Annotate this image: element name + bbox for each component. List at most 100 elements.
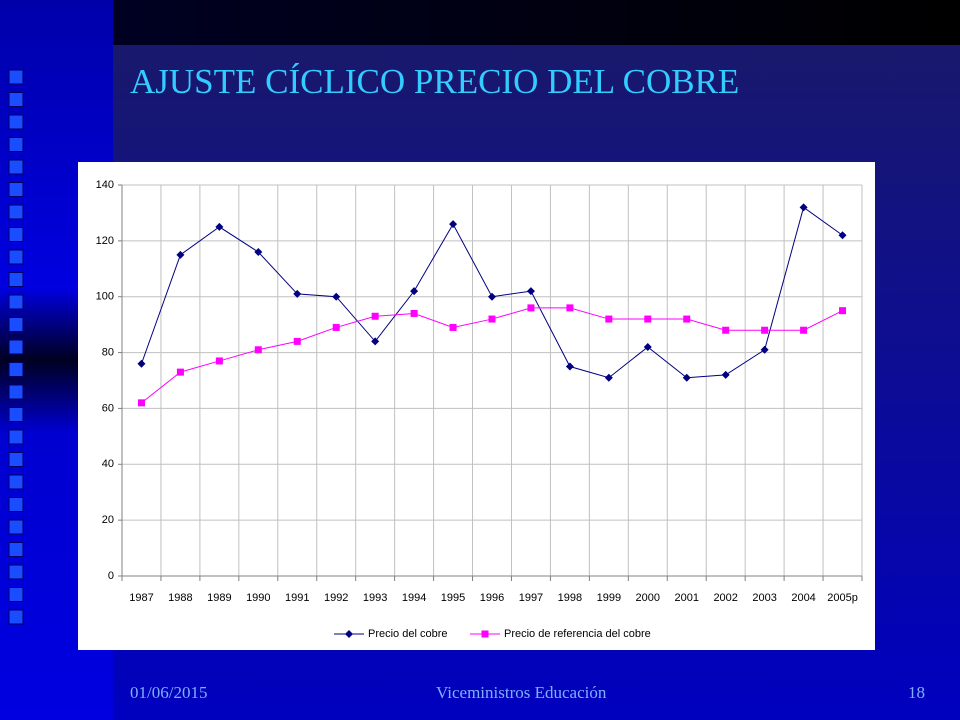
decor-square — [8, 227, 24, 242]
chart-background — [78, 162, 875, 650]
x-tick-label: 1987 — [129, 592, 153, 604]
legend-marker — [481, 630, 489, 638]
data-point — [682, 373, 691, 382]
data-point — [566, 304, 574, 312]
legend-label: Precio de referencia del cobre — [504, 628, 651, 640]
x-tick-label: 1988 — [168, 592, 192, 604]
x-tick-label: 2004 — [791, 592, 815, 604]
x-tick-label: 2001 — [674, 592, 698, 604]
data-point — [215, 222, 224, 231]
data-point — [215, 357, 223, 365]
decor-square — [8, 272, 24, 287]
decor-square — [8, 407, 24, 422]
decor-square — [8, 317, 24, 332]
decoration — [8, 69, 24, 625]
data-point — [683, 315, 691, 323]
decor-square — [8, 114, 24, 130]
x-tick-label: 1991 — [285, 592, 309, 604]
decor-square — [8, 339, 24, 355]
data-point — [176, 368, 184, 376]
decor-square — [8, 249, 24, 265]
decor-square — [8, 542, 24, 557]
data-point — [137, 399, 145, 407]
decor-square — [8, 564, 24, 580]
data-point — [332, 292, 341, 301]
data-point — [604, 373, 613, 382]
data-point — [838, 231, 847, 240]
data-point — [176, 250, 185, 259]
y-tick-label: 100 — [96, 291, 114, 303]
y-tick-label: 140 — [96, 179, 114, 191]
top-band — [113, 0, 960, 45]
x-tick-label: 1999 — [597, 592, 621, 604]
decor-square — [8, 204, 24, 220]
data-point — [799, 203, 808, 212]
data-point — [449, 323, 457, 331]
y-tick-label: 120 — [96, 235, 114, 247]
data-point — [449, 220, 458, 229]
y-tick-label: 20 — [102, 514, 114, 526]
decor-square — [8, 362, 24, 377]
x-tick-label: 2003 — [752, 592, 776, 604]
data-point — [643, 342, 652, 351]
data-point — [722, 326, 730, 334]
data-point — [644, 315, 652, 323]
page-number: 18 — [908, 683, 925, 702]
data-point — [254, 346, 262, 354]
decor-square — [8, 587, 24, 602]
data-point — [410, 287, 419, 296]
data-point — [371, 312, 379, 320]
decor-square — [8, 182, 24, 197]
legend-marker — [345, 630, 353, 638]
data-point — [800, 326, 808, 334]
data-point — [293, 337, 301, 345]
decor-square — [8, 474, 24, 490]
decor-square — [8, 497, 24, 512]
y-tick-label: 60 — [102, 402, 114, 414]
data-point — [565, 362, 574, 371]
data-point — [721, 370, 730, 379]
data-point — [527, 304, 535, 312]
decor-square — [8, 609, 24, 625]
decor-square — [8, 294, 24, 310]
decor-square — [8, 92, 24, 107]
x-tick-label: 2005p — [827, 592, 858, 604]
data-point — [332, 323, 340, 331]
decor-square — [8, 384, 24, 400]
decor-square — [8, 159, 24, 175]
data-point — [254, 248, 263, 257]
decor-square — [8, 137, 24, 152]
decor-square — [8, 519, 24, 535]
data-point — [605, 315, 613, 323]
y-tick-label: 80 — [102, 346, 114, 358]
x-tick-label: 1993 — [363, 592, 387, 604]
y-tick-label: 0 — [108, 570, 114, 582]
footer-text: Viceministros Educación — [436, 683, 607, 702]
x-tick-label: 1994 — [402, 592, 426, 604]
x-tick-label: 1996 — [480, 592, 504, 604]
x-tick-label: 1990 — [246, 592, 270, 604]
x-tick-label: 1992 — [324, 592, 348, 604]
decor-square — [8, 452, 24, 467]
footer-date: 01/06/2015 — [130, 683, 208, 702]
x-tick-label: 1989 — [207, 592, 231, 604]
slide-title: AJUSTE CÍCLICO PRECIO DEL COBRE — [130, 62, 740, 101]
data-point — [488, 315, 496, 323]
decor-square — [8, 429, 24, 445]
x-tick-label: 1995 — [441, 592, 465, 604]
data-point — [488, 292, 496, 301]
x-tick-label: 1998 — [558, 592, 582, 604]
data-point — [761, 326, 769, 334]
data-point — [839, 307, 847, 315]
data-point — [371, 337, 380, 346]
chart: 0 20 40 60 80 100 120 140 1987 1988 1989 1990 1991 19… — [78, 162, 875, 650]
legend-label: Precio del cobre — [368, 628, 448, 640]
x-tick-label: 2002 — [713, 592, 737, 604]
data-point — [410, 309, 418, 317]
data-point — [760, 345, 769, 354]
data-point — [293, 289, 302, 298]
data-point — [526, 287, 535, 296]
y-tick-label: 40 — [102, 458, 114, 470]
decor-square — [8, 69, 24, 85]
